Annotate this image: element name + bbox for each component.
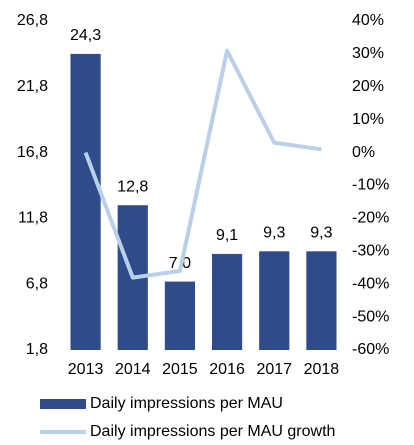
x-tick-label: 2017 [256,361,292,378]
y2-tick-label: -50% [352,308,389,325]
y-tick-label: 1,8 [26,341,48,358]
y-tick-label: 21,8 [17,78,48,95]
x-tick-label: 2015 [162,361,198,378]
value-label: 9,3 [310,225,332,242]
y-tick-label: 11,8 [18,210,48,227]
x-tick-label: 2014 [115,361,151,378]
bar [306,251,337,350]
value-label: 12,8 [117,178,148,195]
bar [211,253,243,350]
bar [259,251,290,350]
value-label: 9,1 [216,227,238,244]
y2-tick-label: -40% [352,275,389,292]
x-tick-label: 2018 [304,361,340,378]
y2-tick-label: -60% [352,341,389,358]
line [83,48,322,280]
y2-tick-label: -10% [352,177,389,194]
value-label: 24,3 [70,27,101,44]
y2-tick-label: 10% [352,111,384,128]
legend-label: Daily impressions per MAU [90,395,283,412]
legend-label: Daily impressions per MAU growth [90,423,335,440]
y-tick-label: 16,8 [17,144,48,161]
legend-swatch [40,399,86,409]
y-tick-label: 6,8 [26,275,48,292]
y2-tick-label: 20% [352,78,384,95]
y2-tick-label: 30% [352,45,384,62]
value-label: 9,3 [263,225,285,242]
y2-tick-label: -20% [352,210,389,227]
x-tick-label: 2013 [68,361,104,378]
y2-tick-label: 0% [352,144,375,161]
bar [164,281,196,350]
y2-tick-label: 40% [352,12,384,29]
y-tick-label: 26,8 [17,12,48,29]
x-tick-label: 2016 [209,361,245,378]
y2-tick-label: -30% [352,243,389,260]
bar [70,53,101,351]
